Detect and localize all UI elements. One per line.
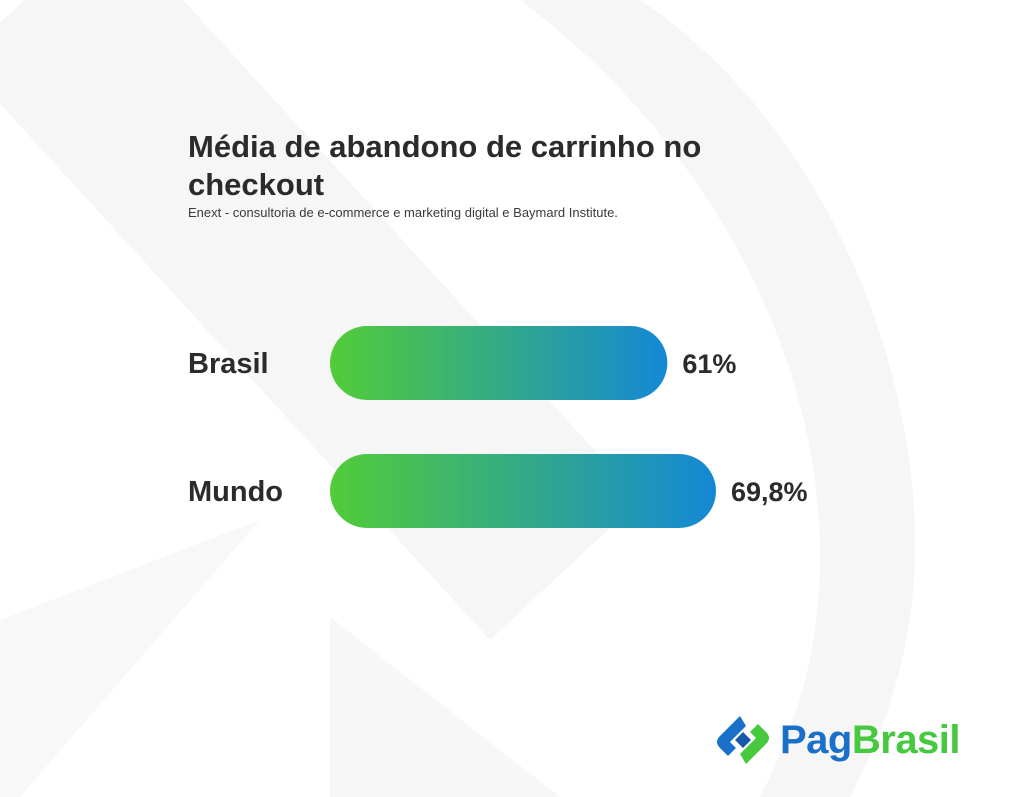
value-label-brasil: 61% xyxy=(682,349,736,379)
logo-text-pag: Pag xyxy=(780,717,852,762)
bar-mundo xyxy=(330,454,716,528)
chart-title: Média de abandono de carrinho no checkou… xyxy=(188,129,702,202)
pagbrasil-wordmark: PagBrasil xyxy=(780,717,961,763)
pagbrasil-logo-icon xyxy=(717,716,769,764)
chart-subtitle: Enext - consultoria de e-commerce e mark… xyxy=(188,205,618,220)
category-label-mundo: Mundo xyxy=(188,476,283,508)
bars-layer: Brasil 61% Mundo 69,8% xyxy=(188,326,808,528)
bar-brasil xyxy=(330,326,668,400)
value-label-mundo: 69,8% xyxy=(731,477,808,507)
pagbrasil-logo: PagBrasil xyxy=(716,712,996,768)
category-label-brasil: Brasil xyxy=(188,348,269,380)
logo-text-brasil: Brasil xyxy=(851,717,961,762)
